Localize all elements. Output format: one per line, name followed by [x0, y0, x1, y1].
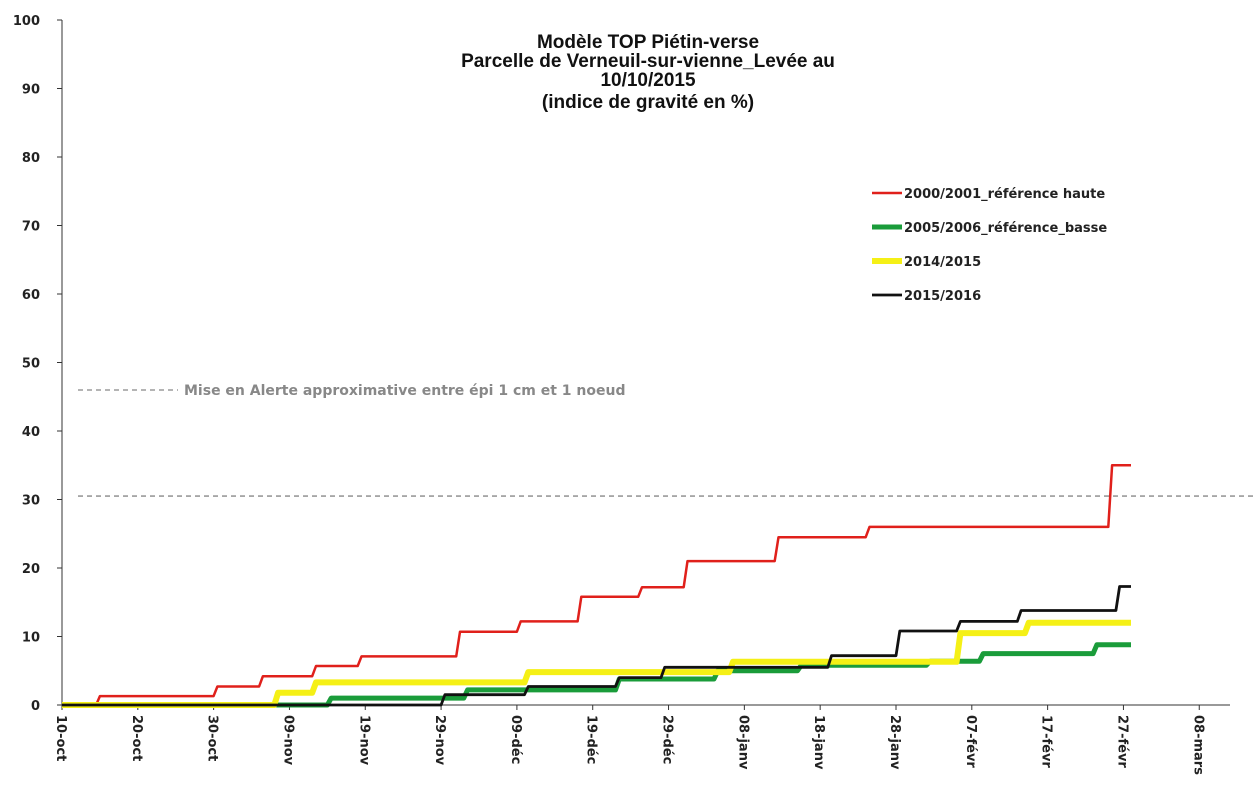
y-tick-label: 70 [22, 220, 40, 235]
x-tick-label: 09-nov [280, 715, 295, 766]
legend-label: 2014/2015 [904, 255, 981, 270]
x-tick-label: 30-oct [205, 715, 220, 761]
y-tick-label: 20 [22, 562, 40, 577]
x-tick-label: 18-janv [811, 715, 826, 770]
series-line-2014-2015 [62, 619, 1131, 708]
x-tick-label: 19-déc [584, 715, 599, 764]
series-layer [62, 464, 1131, 708]
series-line-2005-2006-r-f-rence-basse [62, 642, 1131, 708]
legend-label: 2005/2006_référence_basse [904, 221, 1107, 236]
x-tick-label: 27-févr [1114, 715, 1129, 768]
title-line-2: Parcelle de Verneuil-sur-vienne_Levée au [461, 51, 835, 72]
y-tick-label: 100 [13, 14, 40, 29]
x-tick-label: 10-oct [53, 715, 68, 761]
legend-label: 2000/2001_référence haute [904, 187, 1105, 202]
y-tick-label: 40 [22, 425, 40, 440]
x-tick-label: 19-nov [356, 715, 371, 766]
y-tick-label: 50 [22, 357, 40, 372]
x-tick-label: 07-févr [963, 715, 978, 768]
x-tick-label: 20-oct [129, 715, 144, 761]
x-tick-label: 17-févr [1039, 715, 1054, 768]
y-tick-label: 90 [22, 83, 40, 98]
threshold-annotation: Mise en Alerte approximative entre épi 1… [184, 383, 625, 399]
legend-label: 2015/2016 [904, 289, 981, 304]
legend: 2000/2001_référence haute 2005/2006_référ… [872, 187, 1107, 304]
y-tick-label: 80 [22, 151, 40, 166]
x-tick-label: 29-déc [660, 715, 675, 764]
chart-title: Modèle TOP Piétin-verse Parcelle de Vern… [461, 32, 835, 113]
x-tick-label: 08-janv [735, 715, 750, 770]
y-tick-label: 10 [22, 631, 40, 646]
y-tick-label: 30 [22, 494, 40, 509]
x-tick-label: 09-déc [508, 715, 523, 764]
threshold-layer [78, 389, 1257, 497]
title-line-3: 10/10/2015 [600, 70, 696, 91]
y-tick-label: 60 [22, 288, 40, 303]
title-line-1: Modèle TOP Piétin-verse [537, 32, 759, 53]
y-tick-label: 0 [31, 699, 40, 714]
series-line-2015-2016 [62, 585, 1131, 707]
series-line-2000-2001-r-f-rence-haute [62, 464, 1131, 707]
x-tick-label: 28-janv [887, 715, 902, 770]
x-tick-label: 08-mars [1190, 715, 1205, 775]
title-line-4: (indice de gravité en %) [542, 92, 754, 113]
axes-layer: 0 10 20 30 40 50 60 70 80 90 100 10-oct 20-oct 30-oct… [13, 14, 1230, 775]
x-tick-label: 29-nov [432, 715, 447, 766]
